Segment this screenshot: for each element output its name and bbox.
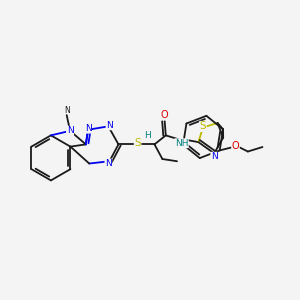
Text: N: N [106,121,113,130]
Text: N: N [64,106,70,115]
Text: H: H [144,131,151,140]
Text: N: N [67,126,73,135]
Text: NH: NH [175,139,188,148]
Text: N: N [105,159,112,168]
Text: O: O [232,141,239,151]
Text: S: S [134,138,141,148]
Text: O: O [161,110,168,120]
Text: S: S [200,122,206,131]
Text: N: N [67,126,73,135]
Text: N: N [85,124,92,133]
Text: N: N [211,152,217,161]
